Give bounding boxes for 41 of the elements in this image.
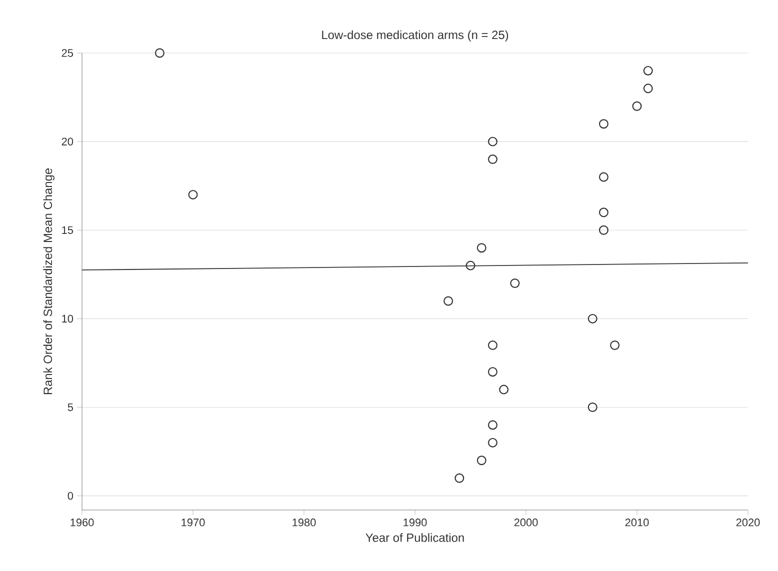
point <box>588 314 598 324</box>
point <box>154 48 164 58</box>
x-tick-label: 1970 <box>182 518 205 526</box>
y-tick-label: 0 <box>68 492 74 500</box>
y-axis-title: Rank Order of Standardized Mean Change <box>43 168 54 394</box>
x-tick-label: 1980 <box>292 518 316 526</box>
x-tick-label: 2020 <box>736 518 760 526</box>
x-tick-label: 2000 <box>514 518 538 526</box>
point <box>598 172 608 182</box>
point <box>598 119 608 129</box>
point <box>610 340 620 350</box>
point <box>466 260 476 270</box>
point <box>188 190 198 200</box>
point <box>643 84 653 94</box>
point <box>598 208 608 218</box>
point <box>643 66 653 76</box>
point <box>476 456 486 466</box>
point <box>476 243 486 253</box>
point <box>454 473 464 483</box>
point <box>488 420 498 430</box>
point <box>488 367 498 377</box>
point <box>510 278 520 288</box>
point <box>499 384 509 394</box>
point <box>632 101 642 111</box>
x-axis-title: Year of Publication <box>366 533 464 542</box>
y-tick-label: 10 <box>62 314 74 323</box>
y-tick-label: 5 <box>68 403 74 412</box>
y-tick-label: 20 <box>62 138 74 146</box>
point <box>488 136 498 146</box>
x-tick-label: 1990 <box>404 518 427 526</box>
x-tick-label: 2010 <box>625 518 649 526</box>
point <box>488 340 498 350</box>
y-tick-label: 15 <box>62 226 74 234</box>
point <box>598 225 608 235</box>
point <box>588 402 598 412</box>
point <box>444 296 454 306</box>
point <box>488 438 498 448</box>
point <box>488 154 498 164</box>
y-tick-label: 25 <box>62 49 74 57</box>
x-tick-label: 1960 <box>70 518 94 526</box>
chart-title: Low-dose medication arms (n = 25) <box>322 30 508 42</box>
